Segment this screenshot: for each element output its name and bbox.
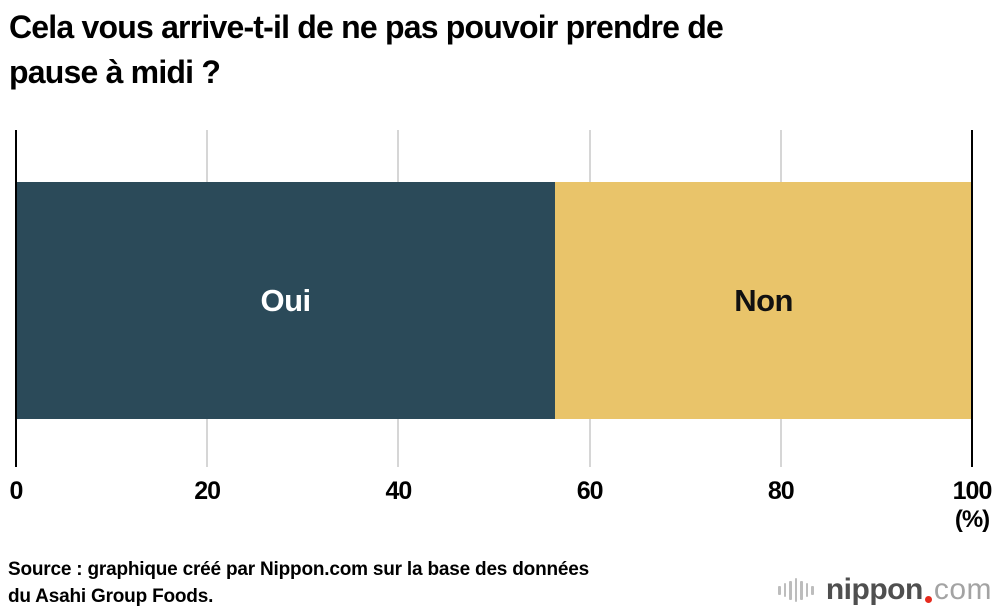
axis-line-0 bbox=[15, 130, 17, 467]
soundwave-bars-icon bbox=[778, 578, 817, 602]
bar-label-non: Non bbox=[734, 282, 793, 318]
chart-title-line2: pause à midi ? bbox=[9, 54, 221, 90]
logo-red-dot-icon bbox=[924, 596, 932, 603]
axis-line-100 bbox=[971, 130, 973, 467]
bar-segment-non: Non bbox=[555, 182, 972, 419]
bar-segment-oui: Oui bbox=[16, 182, 556, 419]
chart-title: Cela vous arrive-t-il de ne pas pouvoir … bbox=[9, 5, 724, 95]
logo-text-nippon: nippon bbox=[825, 573, 923, 606]
x-tick-100: 100 bbox=[952, 477, 993, 505]
chart-title-line1: Cela vous arrive-t-il de ne pas pouvoir … bbox=[9, 9, 724, 45]
x-axis-ticks: 0 20 40 60 80 100 bbox=[10, 477, 993, 507]
x-tick-40: 40 bbox=[385, 477, 412, 505]
stacked-bar: Oui Non bbox=[16, 182, 972, 419]
source-line1: Source : graphique créé par Nippon.com s… bbox=[8, 559, 589, 580]
x-axis-unit-label: (%) bbox=[954, 506, 990, 533]
x-tick-0: 0 bbox=[9, 477, 24, 505]
logo-text-com: com bbox=[933, 573, 992, 606]
plot-area: Oui Non bbox=[15, 130, 973, 467]
x-tick-80: 80 bbox=[767, 477, 795, 505]
nippon-com-logo: nippon com bbox=[778, 570, 992, 610]
source-line2: du Asahi Group Foods. bbox=[8, 586, 214, 607]
bar-label-oui: Oui bbox=[260, 282, 312, 318]
x-tick-20: 20 bbox=[194, 477, 221, 505]
source-note: Source : graphique créé par Nippon.com s… bbox=[8, 556, 589, 610]
x-tick-60: 60 bbox=[576, 477, 604, 505]
